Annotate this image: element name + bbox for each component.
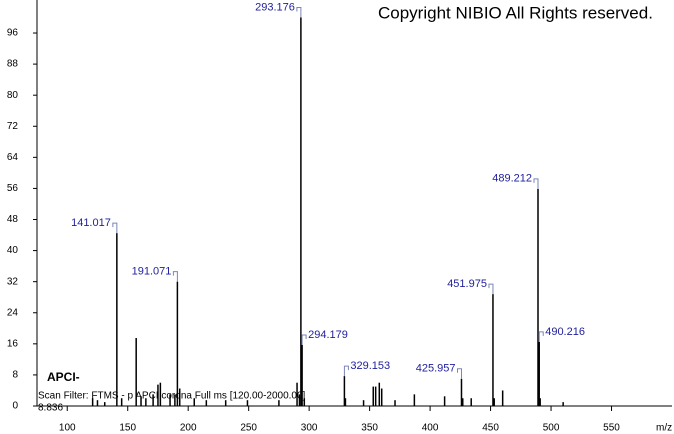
- y-tick-label: 32: [7, 276, 19, 287]
- peak-label: 191.071: [132, 266, 172, 278]
- copyright: Copyright NIBIO All Rights reserved.: [378, 3, 653, 22]
- peak-label: 294.179: [308, 329, 348, 341]
- x-tick-label: 250: [240, 423, 257, 434]
- x-tick-label: 500: [543, 423, 560, 434]
- y-tick-label: 40: [7, 245, 19, 256]
- peak-label: 329.153: [350, 360, 390, 372]
- y-tick-label: 24: [7, 307, 19, 318]
- peak-label: 293.176: [255, 1, 295, 13]
- peak-label: 451.975: [447, 278, 487, 290]
- peak-label: 490.216: [545, 326, 585, 338]
- y-tick-label: 48: [7, 214, 19, 225]
- y-tick-label: 80: [7, 90, 19, 101]
- x-tick-label: 300: [301, 423, 318, 434]
- peak-label: 489.212: [492, 173, 532, 185]
- peak-label: 425.957: [416, 363, 456, 375]
- x-tick-label: 400: [422, 423, 439, 434]
- y-tick-label: 16: [7, 338, 19, 349]
- label-bracket: [456, 368, 462, 379]
- x-axis-label: m/z: [656, 423, 672, 434]
- y-tick-label: 64: [7, 152, 19, 163]
- y-tick-label: 56: [7, 183, 19, 194]
- label-bracket: [488, 283, 494, 295]
- label-bracket: [301, 334, 307, 346]
- label-bracket: [343, 365, 349, 377]
- x-tick-label: 150: [119, 423, 136, 434]
- ionization: APCI-: [47, 370, 80, 384]
- label-bracket: [538, 331, 544, 342]
- y-tick-label: 88: [7, 59, 19, 70]
- label-bracket: [172, 271, 178, 282]
- retention-time: 8.836: [38, 403, 63, 414]
- label-bracket: [296, 6, 302, 18]
- y-tick-label: 8: [12, 370, 18, 381]
- x-tick-label: 550: [603, 423, 620, 434]
- y-tick-label: 72: [7, 121, 19, 132]
- y-tick-label: 0: [12, 401, 18, 412]
- x-tick-label: 450: [482, 423, 499, 434]
- peak-label: 141.017: [71, 217, 111, 229]
- y-tick-label: 96: [7, 28, 19, 39]
- scan-filter: Scan Filter: FTMS - p APCI corona Full m…: [38, 391, 306, 402]
- x-tick-label: 200: [180, 423, 197, 434]
- x-tick-label: 350: [361, 423, 378, 434]
- x-tick-label: 100: [59, 423, 76, 434]
- label-bracket: [112, 222, 118, 234]
- label-bracket: [533, 178, 539, 189]
